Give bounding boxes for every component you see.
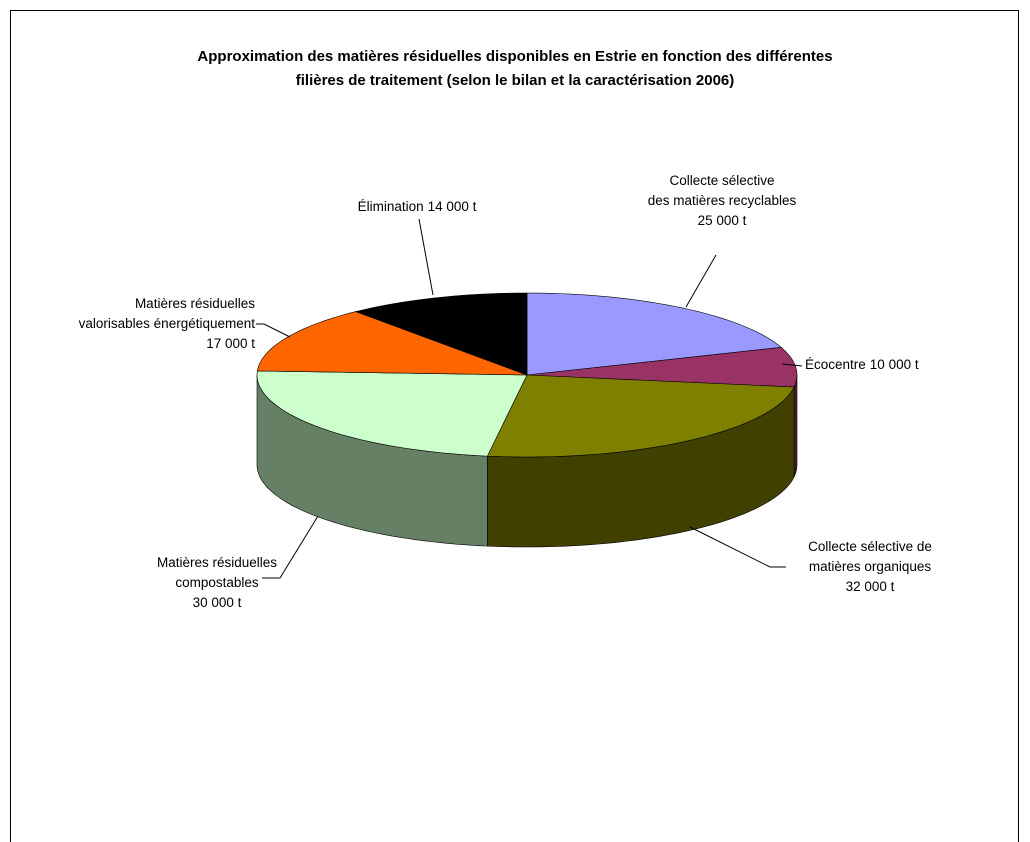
category-label: Élimination [357, 199, 424, 214]
pie-slice [354, 292, 528, 376]
leader-line [781, 363, 803, 367]
slice-label: Collecte sélective de matières organique… [720, 537, 1020, 597]
pie-slice [256, 370, 528, 457]
value-label: 10 000 t [869, 357, 919, 372]
value-label: 17 000 t [206, 336, 255, 351]
leader-line [256, 323, 291, 338]
chart-frame [10, 10, 1019, 842]
pie-slice-side [793, 374, 798, 478]
category-label: Collecte sélective de matières organique… [808, 539, 932, 574]
category-label: Écocentre [805, 357, 866, 372]
category-label: Matières résiduelles compostables [156, 555, 278, 590]
leader-line [685, 254, 717, 308]
leader-line [418, 218, 434, 296]
pie-slice [526, 292, 782, 376]
pie-slice [486, 374, 795, 458]
pie-slice [256, 311, 528, 376]
value-label: 32 000 t [845, 579, 895, 594]
value-label: 14 000 t [427, 199, 477, 214]
category-label: Matières résiduelles valorisables énergé… [78, 296, 255, 331]
value-label: 30 000 t [192, 595, 242, 610]
pie-slice [526, 347, 798, 388]
chart-title: Approximation des matières résiduelles d… [197, 48, 833, 89]
slice-label: Élimination 14 000 t [267, 197, 567, 217]
slice-label: Matières résiduelles compostables 30 000 … [67, 553, 367, 613]
value-label: 25 000 t [697, 213, 747, 228]
leader-line [689, 526, 786, 568]
slice-label: Écocentre 10 000 t [805, 355, 919, 375]
slice-label: Collecte sélective des matières recyclab… [572, 171, 872, 231]
slice-label: Matières résiduelles valorisables énergé… [0, 294, 255, 354]
leader-line [262, 515, 319, 579]
category-label: Collecte sélective des matières recyclab… [647, 173, 797, 208]
